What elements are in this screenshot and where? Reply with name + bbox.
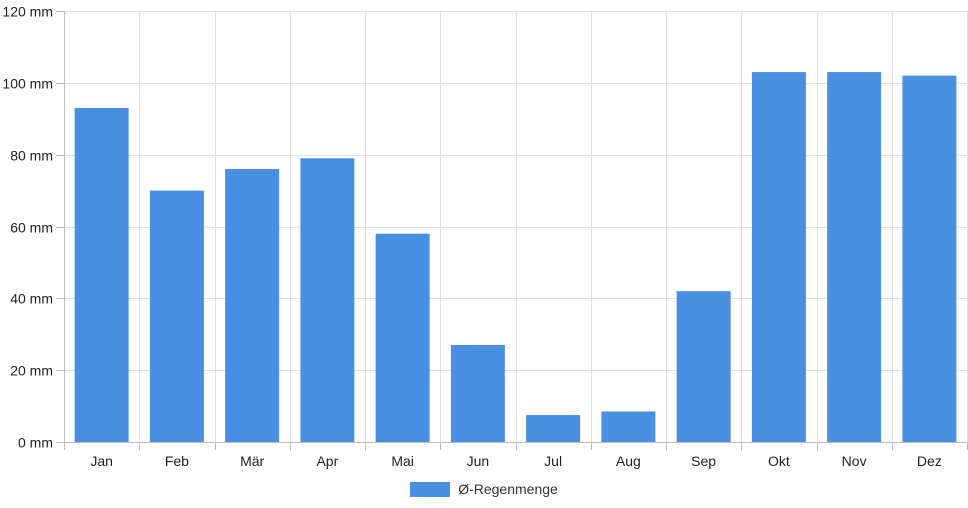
x-tick-label-Nov: Nov	[842, 453, 867, 469]
bar-Mai[interactable]	[375, 233, 430, 442]
bar-Dez[interactable]	[902, 75, 957, 443]
legend-label-regenmenge[interactable]: Ø-Regenmenge	[458, 481, 558, 497]
x-tick-label-Dez: Dez	[917, 453, 942, 469]
x-tick-label-Mai: Mai	[391, 453, 414, 469]
legend-swatch-regenmenge[interactable]	[410, 481, 451, 497]
x-tick-label-Sep: Sep	[691, 453, 716, 469]
bar-Sep[interactable]	[676, 291, 731, 442]
x-axis-ticks: Jan Feb Mär Apr Mai Jun Jul Aug Sep Okt Nov Dez	[64, 442, 968, 469]
bar-Nov[interactable]	[827, 72, 882, 442]
bar-Jul[interactable]	[526, 415, 581, 442]
x-tick-label-Okt: Okt	[768, 453, 790, 469]
y-tick-label-80: 80 mm	[10, 148, 53, 164]
x-tick-label-Aug: Aug	[616, 453, 641, 469]
bars	[74, 72, 957, 443]
y-tick-label-100: 100 mm	[2, 76, 53, 92]
y-tick-label-120: 120 mm	[2, 4, 53, 20]
grid-lines	[64, 11, 968, 443]
y-tick-label-20: 20 mm	[10, 363, 53, 379]
bar-Jun[interactable]	[450, 345, 505, 442]
bar-Okt[interactable]	[751, 72, 806, 442]
bar-Aug[interactable]	[601, 411, 656, 442]
x-tick-label-Jul: Jul	[544, 453, 562, 469]
y-tick-label-60: 60 mm	[10, 220, 53, 236]
y-axis-ticks: 0 mm 20 mm 40 mm 60 mm 80 mm 100 mm 120 mm	[2, 4, 64, 451]
x-tick-label-Mär: Mär	[240, 453, 264, 469]
x-tick-label-Feb: Feb	[165, 453, 189, 469]
x-tick-label-Jun: Jun	[467, 453, 490, 469]
bar-Feb[interactable]	[149, 190, 204, 442]
x-tick-label-Jan: Jan	[90, 453, 113, 469]
bar-Jan[interactable]	[74, 107, 129, 442]
bar-Apr[interactable]	[300, 158, 355, 442]
y-tick-label-0: 0 mm	[18, 435, 53, 451]
legend[interactable]: Ø-Regenmenge	[0, 481, 968, 497]
bar-Mär[interactable]	[225, 169, 280, 442]
y-tick-label-40: 40 mm	[10, 291, 53, 307]
x-tick-label-Apr: Apr	[316, 453, 338, 469]
axes	[56, 11, 967, 450]
